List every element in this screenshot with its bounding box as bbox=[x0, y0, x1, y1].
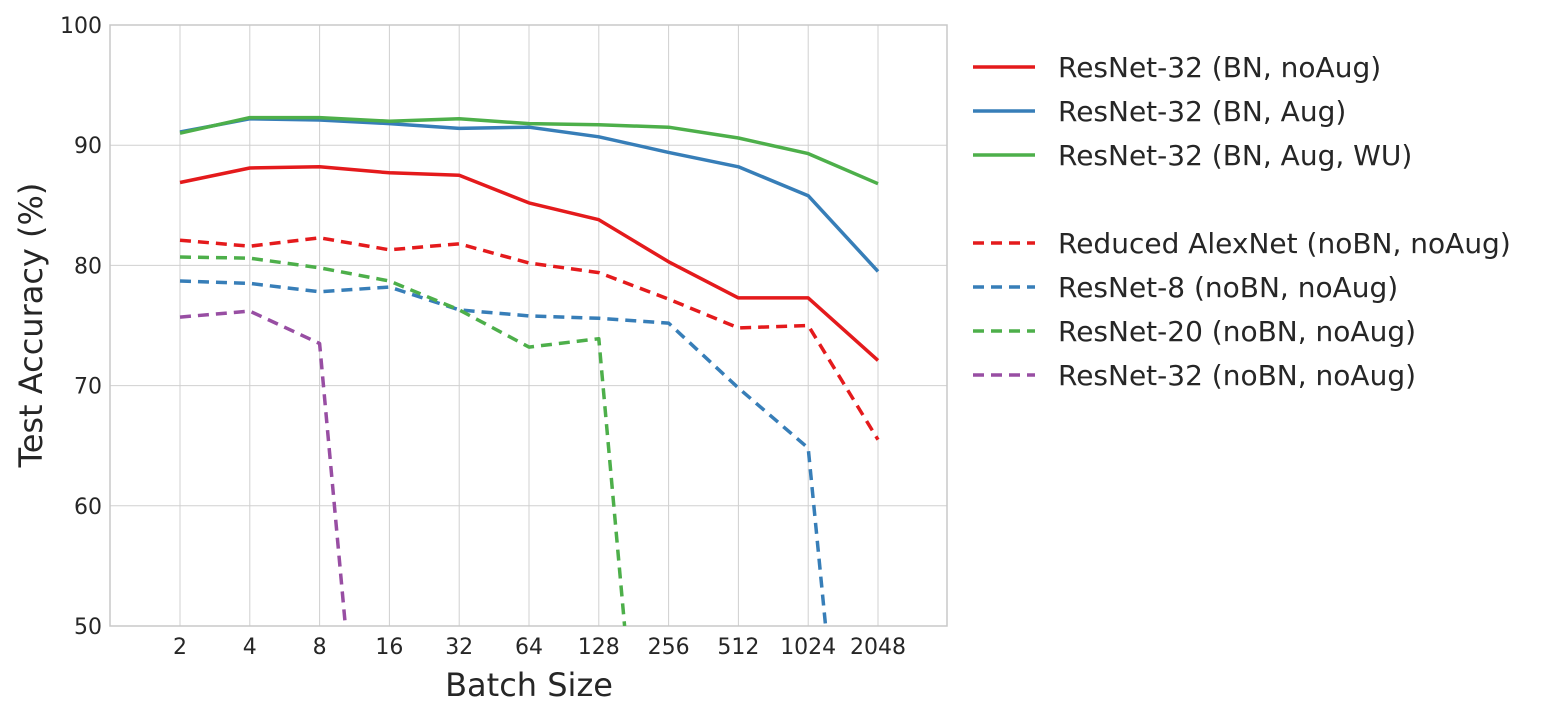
legend-label: ResNet-8 (noBN, noAug) bbox=[1058, 271, 1398, 304]
x-tick-label: 64 bbox=[515, 635, 543, 660]
y-tick-label: 90 bbox=[74, 134, 102, 159]
legend-label: ResNet-32 (BN, Aug, WU) bbox=[1058, 139, 1412, 172]
x-axis-title: Batch Size bbox=[445, 666, 613, 704]
series-line-5 bbox=[179, 279, 828, 626]
series-line-1 bbox=[179, 165, 880, 362]
y-tick-label: 70 bbox=[74, 375, 102, 400]
x-tick-label: 128 bbox=[578, 635, 620, 660]
x-tick-label: 512 bbox=[717, 635, 759, 660]
x-tick-label: 8 bbox=[313, 635, 327, 660]
series-lines bbox=[179, 115, 880, 626]
x-tick-label: 1024 bbox=[780, 635, 836, 660]
x-tick-label: 2 bbox=[173, 635, 187, 660]
series-line-2 bbox=[179, 117, 880, 273]
legend-label: ResNet-32 (BN, noAug) bbox=[1058, 51, 1381, 84]
legend-label: ResNet-32 (BN, Aug) bbox=[1058, 95, 1346, 128]
y-tick-label: 60 bbox=[74, 495, 102, 520]
tick-labels: 2 4 8 16 32 64 128 256 512 1024 2048 50 60 70 80 90 100 bbox=[60, 14, 906, 660]
legend-label: Reduced AlexNet (noBN, noAug) bbox=[1058, 227, 1511, 260]
legend: ResNet-32 (BN, noAug) ResNet-32 (BN, Aug)… bbox=[973, 51, 1511, 392]
x-tick-label: 2048 bbox=[850, 635, 906, 660]
plot-frame bbox=[109, 24, 948, 627]
y-tick-label: 50 bbox=[74, 615, 102, 640]
legend-label: ResNet-32 (noBN, noAug) bbox=[1058, 359, 1416, 392]
x-tick-label: 16 bbox=[375, 635, 403, 660]
y-tick-label: 80 bbox=[74, 254, 102, 279]
y-tick-label: 100 bbox=[60, 14, 102, 39]
x-tick-label: 4 bbox=[243, 635, 257, 660]
x-tick-label: 32 bbox=[445, 635, 473, 660]
x-tick-label: 256 bbox=[648, 635, 690, 660]
legend-label: ResNet-20 (noBN, noAug) bbox=[1058, 315, 1416, 348]
series-line-7 bbox=[179, 309, 348, 626]
series-line-6 bbox=[179, 255, 627, 626]
y-axis-title: Test Accuracy (%) bbox=[12, 183, 50, 469]
series-line-4 bbox=[179, 236, 880, 441]
series-line-3 bbox=[179, 115, 879, 186]
